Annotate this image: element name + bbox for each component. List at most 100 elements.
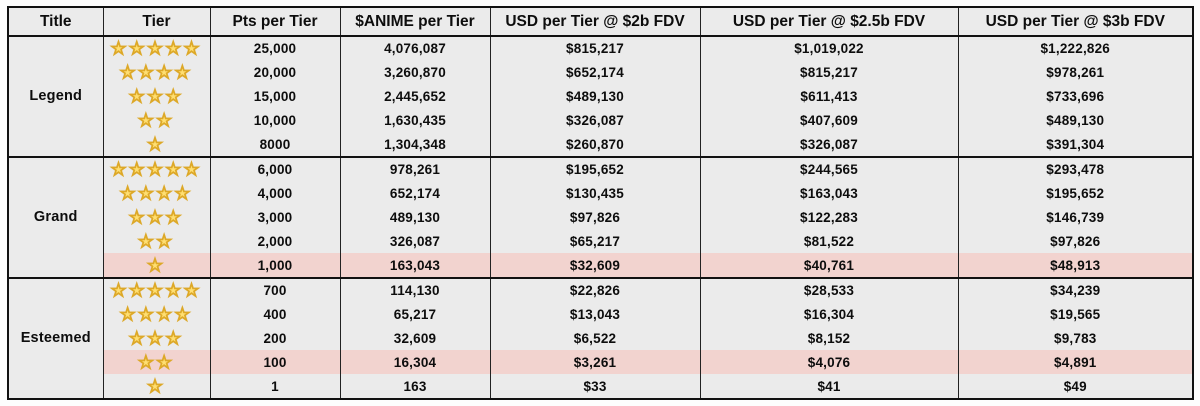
star-rating-icon: ★★★★ — [120, 305, 193, 325]
table-row: ★ 8000 1,304,348 $260,870 $326,087 $391,… — [8, 132, 1194, 157]
tier-stars-cell: ★ — [102, 132, 211, 157]
usd-3b-cell: $49 — [957, 374, 1194, 399]
anime-cell: 163,043 — [339, 253, 491, 278]
table-row-highlighted: ★ 1,000 163,043 $32,609 $40,761 $48,913 — [8, 253, 1194, 278]
tier-stars-cell: ★★ — [102, 229, 211, 254]
tier-stars-cell: ★★★★★ — [102, 36, 211, 61]
anime-cell: 489,130 — [339, 205, 491, 230]
usd-2-5b-cell: $81,522 — [699, 229, 959, 254]
usd-3b-cell: $97,826 — [957, 229, 1194, 254]
tier-stars-cell: ★★★★ — [102, 60, 211, 85]
header-usd-3b-fdv: USD per Tier @ $3b FDV — [957, 7, 1194, 37]
usd-2b-cell: $815,217 — [489, 36, 701, 61]
pts-cell: 10,000 — [209, 108, 341, 133]
header-usd-2b-fdv: USD per Tier @ $2b FDV — [489, 7, 701, 37]
usd-2-5b-cell: $41 — [699, 374, 959, 399]
anime-cell: 163 — [339, 374, 491, 399]
usd-2-5b-cell: $815,217 — [699, 60, 959, 85]
header-anime-per-tier: $ANIME per Tier — [339, 7, 491, 37]
usd-3b-cell: $146,739 — [957, 205, 1194, 230]
usd-3b-cell: $9,783 — [957, 326, 1194, 351]
pts-cell: 4,000 — [209, 181, 341, 206]
pts-cell: 6,000 — [209, 156, 341, 182]
group-legend: Legend ★★★★★ 25,000 4,076,087 $815,217 $… — [7, 36, 1194, 157]
anime-cell: 4,076,087 — [339, 36, 491, 61]
usd-2b-cell: $195,652 — [489, 156, 701, 182]
star-rating-icon: ★★★ — [129, 86, 184, 106]
usd-2b-cell: $97,826 — [489, 205, 701, 230]
usd-2b-cell: $3,261 — [489, 350, 701, 375]
anime-cell: 326,087 — [339, 229, 491, 254]
tier-stars-cell: ★★★★ — [102, 302, 211, 327]
header-title: Title — [7, 7, 104, 37]
header-usd-2-5b-fdv: USD per Tier @ $2.5b FDV — [699, 7, 959, 37]
usd-2-5b-cell: $326,087 — [699, 132, 959, 157]
tier-stars-cell: ★★★ — [102, 205, 211, 230]
table-row: ★★ 10,000 1,630,435 $326,087 $407,609 $4… — [8, 108, 1194, 133]
tier-rewards-table: Title Tier Pts per Tier $ANIME per Tier … — [7, 6, 1194, 400]
usd-2-5b-cell: $1,019,022 — [699, 36, 959, 61]
usd-2-5b-cell: $4,076 — [699, 350, 959, 375]
anime-cell: 1,630,435 — [339, 108, 491, 133]
tier-stars-cell: ★ — [102, 253, 211, 278]
table-row: ★★★ 3,000 489,130 $97,826 $122,283 $146,… — [8, 205, 1194, 230]
usd-3b-cell: $733,696 — [957, 84, 1194, 109]
star-rating-icon: ★★ — [138, 231, 175, 251]
tier-stars-cell: ★★★★★ — [102, 156, 211, 182]
tier-stars-cell: ★ — [102, 374, 211, 399]
star-rating-icon: ★ — [147, 255, 166, 275]
star-rating-icon: ★★★★★ — [110, 160, 203, 180]
anime-cell: 978,261 — [339, 156, 491, 182]
pts-cell: 1 — [209, 374, 341, 399]
header-tier: Tier — [102, 7, 211, 37]
tier-stars-cell: ★★★★ — [102, 181, 211, 206]
pts-cell: 15,000 — [209, 84, 341, 109]
usd-3b-cell: $4,891 — [957, 350, 1194, 375]
tier-stars-cell: ★★ — [102, 108, 211, 133]
group-grand: Grand ★★★★★ 6,000 978,261 $195,652 $244,… — [7, 156, 1194, 278]
anime-cell: 65,217 — [339, 302, 491, 327]
header-pts-per-tier: Pts per Tier — [209, 7, 341, 37]
pts-cell: 8000 — [209, 132, 341, 157]
star-rating-icon: ★ — [147, 376, 166, 396]
usd-2b-cell: $6,522 — [489, 326, 701, 351]
usd-3b-cell: $978,261 — [957, 60, 1194, 85]
table-row: ★ 1 163 $33 $41 $49 — [8, 374, 1194, 399]
tier-stars-cell: ★★ — [102, 350, 211, 375]
group-title: Grand — [7, 156, 104, 278]
pts-cell: 700 — [209, 277, 341, 303]
usd-3b-cell: $48,913 — [957, 253, 1194, 278]
star-rating-icon: ★★★★★ — [110, 281, 203, 301]
group-esteemed: Esteemed ★★★★★ 700 114,130 $22,826 $28,5… — [7, 277, 1194, 399]
tier-stars-cell: ★★★★★ — [102, 277, 211, 303]
usd-2b-cell: $65,217 — [489, 229, 701, 254]
usd-2b-cell: $33 — [489, 374, 701, 399]
usd-2-5b-cell: $8,152 — [699, 326, 959, 351]
usd-3b-cell: $1,222,826 — [957, 36, 1194, 61]
usd-2-5b-cell: $611,413 — [699, 84, 959, 109]
table-row: ★★★★ 20,000 3,260,870 $652,174 $815,217 … — [8, 60, 1194, 85]
table-row: ★★★ 200 32,609 $6,522 $8,152 $9,783 — [8, 326, 1194, 351]
usd-2-5b-cell: $28,533 — [699, 277, 959, 303]
group-title: Legend — [7, 36, 104, 157]
anime-cell: 3,260,870 — [339, 60, 491, 85]
usd-2b-cell: $652,174 — [489, 60, 701, 85]
anime-cell: 32,609 — [339, 326, 491, 351]
pts-cell: 100 — [209, 350, 341, 375]
usd-2-5b-cell: $40,761 — [699, 253, 959, 278]
pts-cell: 25,000 — [209, 36, 341, 61]
table-row: Esteemed ★★★★★ 700 114,130 $22,826 $28,5… — [7, 277, 1194, 399]
usd-2-5b-cell: $244,565 — [699, 156, 959, 182]
table-row: ★★★ 15,000 2,445,652 $489,130 $611,413 $… — [8, 84, 1194, 109]
usd-2b-cell: $130,435 — [489, 181, 701, 206]
star-rating-icon: ★★★★ — [120, 184, 193, 204]
table-header: Title Tier Pts per Tier $ANIME per Tier … — [7, 7, 1194, 37]
anime-cell: 652,174 — [339, 181, 491, 206]
usd-3b-cell: $293,478 — [957, 156, 1194, 182]
usd-3b-cell: $391,304 — [957, 132, 1194, 157]
anime-cell: 114,130 — [339, 277, 491, 303]
pts-cell: 20,000 — [209, 60, 341, 85]
usd-2-5b-cell: $16,304 — [699, 302, 959, 327]
star-rating-icon: ★★★ — [129, 328, 184, 348]
